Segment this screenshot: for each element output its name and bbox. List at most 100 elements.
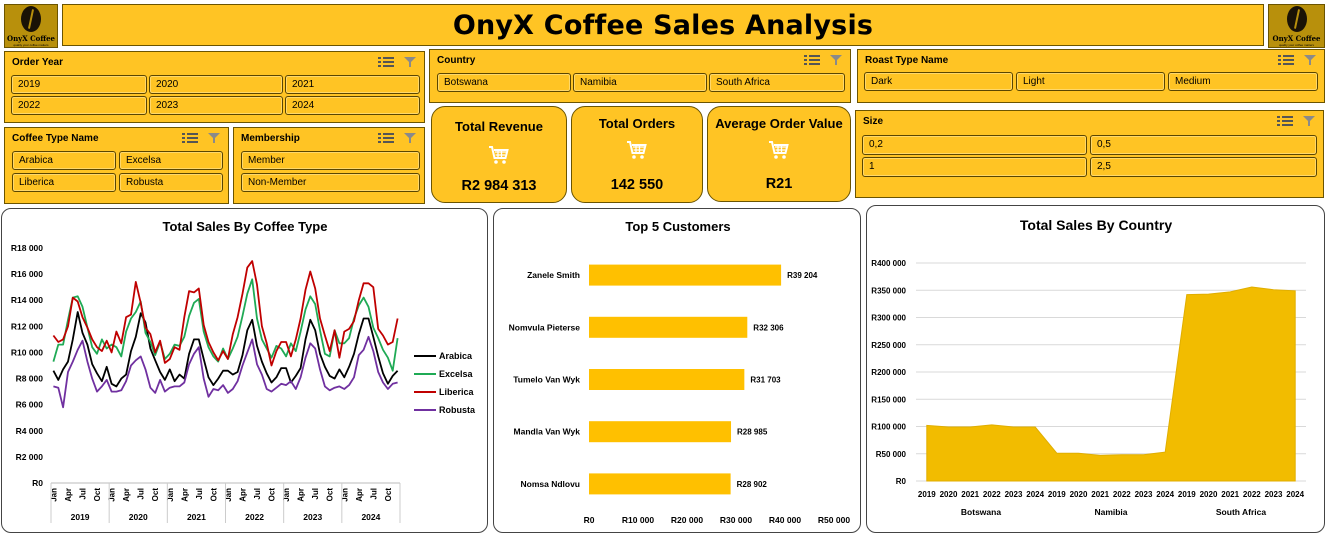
series-line-excelsa [52, 278, 399, 372]
shopping-cart-icon [769, 141, 789, 159]
slicer-item-size-2-5[interactable]: 2,5 [1090, 157, 1317, 177]
x-tick-label: 2023 [1265, 490, 1283, 499]
slicer-item-size-1[interactable]: 1 [862, 157, 1087, 177]
slicer-item-medium[interactable]: Medium [1168, 72, 1318, 91]
month-tick-label: Apr [180, 488, 189, 502]
month-tick-label: Oct [93, 488, 102, 502]
slicer-item-botswana[interactable]: Botswana [437, 73, 571, 92]
y-tick-label: R0 [32, 478, 43, 488]
month-tick-label: Jan [224, 488, 233, 502]
month-tick-label: Jan [166, 488, 175, 502]
slicer-title: Order Year [12, 57, 63, 68]
group-label: South Africa [1216, 507, 1266, 517]
y-tick-label: R100 000 [871, 423, 906, 432]
y-tick-label: R4 000 [16, 426, 44, 436]
slicer-item-south-africa[interactable]: South Africa [709, 73, 845, 92]
x-tick-label: 2019 [918, 490, 936, 499]
y-tick-label: R150 000 [871, 395, 906, 404]
multi-select-icon[interactable] [182, 132, 198, 144]
multi-select-icon[interactable] [1277, 115, 1293, 127]
multi-select-icon[interactable] [1278, 54, 1294, 66]
x-tick-label: 2020 [940, 490, 958, 499]
coffee-bean-icon [1286, 5, 1307, 32]
y-tick-label: R10 000 [11, 347, 43, 357]
month-tick-label: Jul [79, 488, 88, 500]
slicer-item-2023[interactable]: 2023 [149, 96, 283, 115]
slicer-item-namibia[interactable]: Namibia [573, 73, 707, 92]
category-label: Mandla Van Wyk [514, 427, 581, 437]
y-tick-label: R400 000 [871, 259, 906, 268]
month-tick-label: Apr [355, 488, 364, 502]
slicer-item-non-member[interactable]: Non-Member [241, 173, 420, 192]
slicer-item-liberica[interactable]: Liberica [12, 173, 116, 192]
month-tick-label: Jul [195, 488, 204, 500]
x-tick-label: 2024 [1026, 490, 1044, 499]
month-tick-label: Oct [151, 488, 160, 502]
legend-entry: Arabica [439, 351, 473, 361]
slicer-item-2021[interactable]: 2021 [285, 75, 420, 94]
slicer-roast-type: Roast Type Name Dark Light Medium [857, 49, 1325, 103]
x-tick-label: 2023 [1135, 490, 1153, 499]
slicer-item-2022[interactable]: 2022 [11, 96, 147, 115]
clear-filter-icon[interactable] [208, 132, 222, 144]
chart-title: Top 5 Customers [625, 219, 730, 234]
x-tick-label: 2021 [1221, 490, 1239, 499]
logo-tagline: quality your coffee matters [13, 42, 49, 47]
year-label: 2021 [187, 512, 206, 522]
clear-filter-icon[interactable] [1303, 115, 1317, 127]
y-tick-label: R8 000 [16, 374, 44, 384]
slicer-item-member[interactable]: Member [241, 151, 420, 170]
clear-filter-icon[interactable] [404, 132, 418, 144]
y-tick-label: R300 000 [871, 314, 906, 323]
clear-filter-icon[interactable] [1304, 54, 1318, 66]
multi-select-icon[interactable] [378, 132, 394, 144]
month-tick-label: Oct [326, 488, 335, 502]
x-tick-label: R20 000 [671, 515, 703, 525]
logo-right: OnyX Coffee quality your coffee matters [1268, 4, 1325, 48]
slicer-item-arabica[interactable]: Arabica [12, 151, 116, 170]
area-chart-canvas: Total Sales By Country R400 000 R350 000 R3… [871, 217, 1306, 517]
month-tick-label: Apr [122, 488, 131, 502]
logo-left: OnyX Coffee quality your coffee matters [4, 4, 58, 48]
year-label: 2023 [303, 512, 322, 522]
slicer-item-light[interactable]: Light [1016, 72, 1165, 91]
x-tick-label: 2022 [1113, 490, 1131, 499]
slicer-item-size-0-2[interactable]: 0,2 [862, 135, 1087, 155]
slicer-item-size-0-5[interactable]: 0,5 [1090, 135, 1317, 155]
category-label: Nomsa Ndlovu [520, 479, 580, 489]
slicer-country: Country Botswana Namibia South Africa [429, 49, 851, 103]
x-tick-label: 2021 [961, 490, 979, 499]
chart-top-5-customers: Top 5 Customers R0 R10 000 R20 000 R30 000 R4… [493, 208, 861, 533]
x-tick-label: R10 000 [622, 515, 654, 525]
clear-filter-icon[interactable] [404, 56, 418, 68]
slicer-item-2020[interactable]: 2020 [149, 75, 283, 94]
data-label: R28 902 [737, 480, 768, 489]
slicer-size: Size 0,2 0,5 1 2,5 [855, 110, 1324, 198]
multi-select-icon[interactable] [804, 54, 820, 66]
month-tick-label: Oct [384, 488, 393, 502]
clear-filter-icon[interactable] [830, 54, 844, 66]
y-tick-label: R14 000 [11, 295, 43, 305]
area-series [926, 286, 1296, 482]
dashboard-title-bar: OnyX Coffee Sales Analysis [62, 4, 1264, 46]
kpi-value: R21 [765, 176, 793, 192]
multi-select-icon[interactable] [378, 56, 394, 68]
slicer-item-dark[interactable]: Dark [864, 72, 1013, 91]
slicer-item-2019[interactable]: 2019 [11, 75, 147, 94]
slicer-item-robusta[interactable]: Robusta [119, 173, 223, 192]
kpi-value: R2 984 313 [461, 178, 537, 194]
slicer-item-excelsa[interactable]: Excelsa [119, 151, 223, 170]
kpi-value: 142 550 [610, 177, 664, 193]
year-label: 2020 [129, 512, 148, 522]
logo-tagline: quality your coffee matters [1278, 42, 1315, 47]
data-label: R32 306 [753, 323, 784, 332]
year-label: 2019 [71, 512, 90, 522]
month-tick-label: Oct [209, 488, 218, 502]
slicer-item-2024[interactable]: 2024 [285, 96, 420, 115]
slicer-title: Roast Type Name [865, 55, 949, 66]
slicer-title: Coffee Type Name [12, 133, 99, 144]
kpi-total-revenue: Total Revenue R2 984 313 [431, 106, 567, 203]
slicer-coffee-type: Coffee Type Name Arabica Excelsa Liberic… [4, 127, 229, 204]
category-label: Nomvula Pieterse [509, 322, 581, 332]
month-tick-label: Jan [108, 488, 117, 502]
